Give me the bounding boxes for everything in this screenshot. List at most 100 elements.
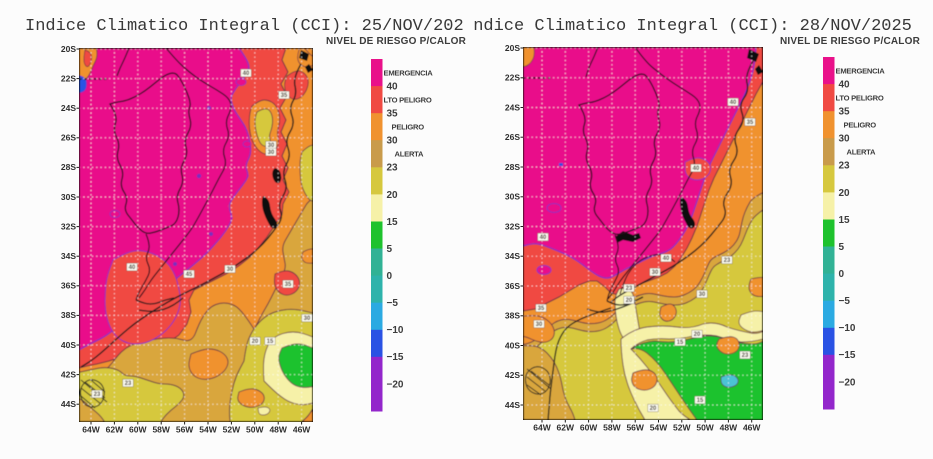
svg-text:35: 35	[839, 107, 851, 118]
svg-text:35: 35	[285, 282, 292, 288]
svg-text:30: 30	[839, 134, 851, 145]
svg-text:58W: 58W	[152, 425, 170, 435]
svg-text:15: 15	[697, 398, 704, 404]
svg-text:20: 20	[252, 339, 259, 345]
svg-text:36S: 36S	[61, 281, 76, 291]
svg-text:40: 40	[129, 265, 136, 271]
svg-text:60W: 60W	[129, 425, 147, 435]
svg-text:46W: 46W	[743, 423, 761, 433]
svg-text:30: 30	[652, 270, 659, 276]
svg-text:62W: 62W	[557, 423, 575, 433]
svg-text:NIVEL DE RIESGO P/CALOR: NIVEL DE RIESGO P/CALOR	[326, 36, 467, 47]
svg-text:23: 23	[742, 353, 749, 359]
svg-text:32S: 32S	[61, 221, 76, 231]
svg-text:35: 35	[747, 120, 754, 126]
svg-text:64W: 64W	[533, 423, 551, 433]
svg-text:LTO PELIGRO: LTO PELIGRO	[384, 96, 432, 105]
svg-text:28S: 28S	[61, 162, 76, 172]
svg-text:48W: 48W	[269, 425, 287, 435]
svg-text:15: 15	[677, 340, 684, 346]
svg-text:40: 40	[540, 235, 547, 241]
svg-text:38S: 38S	[61, 310, 76, 320]
svg-text:40: 40	[243, 71, 250, 77]
svg-text:−10: −10	[839, 323, 856, 334]
svg-text:PELIGRO: PELIGRO	[844, 121, 877, 130]
svg-text:EMERGENCIA: EMERGENCIA	[836, 66, 886, 75]
svg-text:PELIGRO: PELIGRO	[392, 123, 425, 132]
svg-text:23: 23	[724, 258, 731, 264]
svg-text:15: 15	[839, 215, 851, 226]
svg-text:52W: 52W	[673, 423, 691, 433]
svg-text:20: 20	[650, 406, 657, 412]
svg-text:38S: 38S	[505, 311, 520, 321]
svg-text:Indice Climatico Integral (CCI: Indice Climatico Integral (CCI): 28/NOV/…	[463, 17, 912, 36]
svg-text:32S: 32S	[505, 221, 520, 231]
svg-text:−15: −15	[839, 350, 856, 361]
svg-text:20: 20	[626, 298, 633, 304]
svg-text:56W: 56W	[176, 425, 194, 435]
svg-text:23: 23	[94, 392, 101, 398]
svg-text:20: 20	[387, 190, 399, 201]
svg-text:30: 30	[268, 150, 275, 156]
svg-text:54W: 54W	[199, 425, 217, 435]
svg-text:36S: 36S	[505, 281, 520, 291]
svg-text:50W: 50W	[246, 425, 264, 435]
svg-text:45: 45	[186, 272, 193, 278]
svg-text:44S: 44S	[505, 400, 520, 410]
svg-text:30S: 30S	[61, 192, 76, 202]
svg-text:35: 35	[281, 93, 288, 99]
svg-text:ALERTA: ALERTA	[847, 148, 876, 157]
svg-text:20S: 20S	[61, 44, 76, 54]
svg-text:20: 20	[839, 188, 851, 199]
svg-text:Indice Climatico Integral (CCI: Indice Climatico Integral (CCI): 25/NOV/…	[25, 17, 474, 36]
svg-text:5: 5	[839, 242, 845, 253]
svg-text:30: 30	[699, 292, 706, 298]
svg-text:0: 0	[839, 269, 845, 280]
svg-text:40: 40	[387, 82, 399, 93]
svg-text:5: 5	[387, 244, 393, 255]
svg-text:34S: 34S	[505, 251, 520, 261]
svg-text:23: 23	[626, 286, 633, 292]
svg-text:30: 30	[227, 267, 234, 273]
svg-text:54W: 54W	[650, 423, 668, 433]
svg-text:22S: 22S	[61, 73, 76, 83]
svg-text:28S: 28S	[505, 162, 520, 172]
svg-text:ALERTA: ALERTA	[395, 150, 424, 159]
svg-text:EMERGENCIA: EMERGENCIA	[384, 68, 434, 77]
svg-text:20S: 20S	[505, 43, 520, 53]
svg-text:30: 30	[268, 143, 275, 149]
svg-text:35: 35	[387, 109, 399, 120]
svg-text:35: 35	[538, 306, 545, 312]
svg-text:23: 23	[387, 163, 399, 174]
svg-text:40S: 40S	[505, 340, 520, 350]
svg-text:44S: 44S	[61, 399, 76, 409]
svg-text:20: 20	[694, 332, 701, 338]
svg-text:30: 30	[304, 316, 311, 322]
svg-text:−20: −20	[839, 377, 856, 388]
svg-text:−15: −15	[387, 352, 404, 363]
svg-text:0: 0	[387, 271, 393, 282]
svg-text:−10: −10	[387, 325, 404, 336]
svg-text:−20: −20	[387, 379, 404, 390]
svg-text:15: 15	[387, 217, 399, 228]
svg-text:42S: 42S	[505, 370, 520, 380]
svg-text:52W: 52W	[223, 425, 241, 435]
svg-text:15: 15	[267, 339, 274, 345]
svg-text:30: 30	[536, 322, 543, 328]
svg-text:40: 40	[693, 166, 700, 172]
svg-text:42S: 42S	[61, 369, 76, 379]
svg-text:30S: 30S	[505, 192, 520, 202]
svg-text:22S: 22S	[505, 73, 520, 83]
svg-text:30: 30	[387, 136, 399, 147]
svg-text:26S: 26S	[61, 133, 76, 143]
svg-text:23: 23	[125, 381, 132, 387]
svg-text:40: 40	[730, 100, 737, 106]
svg-text:−5: −5	[839, 296, 851, 307]
svg-text:64W: 64W	[82, 425, 100, 435]
svg-text:26S: 26S	[505, 132, 520, 142]
svg-text:48W: 48W	[720, 423, 738, 433]
svg-text:46W: 46W	[293, 425, 311, 435]
svg-text:62W: 62W	[106, 425, 124, 435]
svg-text:24S: 24S	[61, 103, 76, 113]
svg-text:24S: 24S	[505, 102, 520, 112]
